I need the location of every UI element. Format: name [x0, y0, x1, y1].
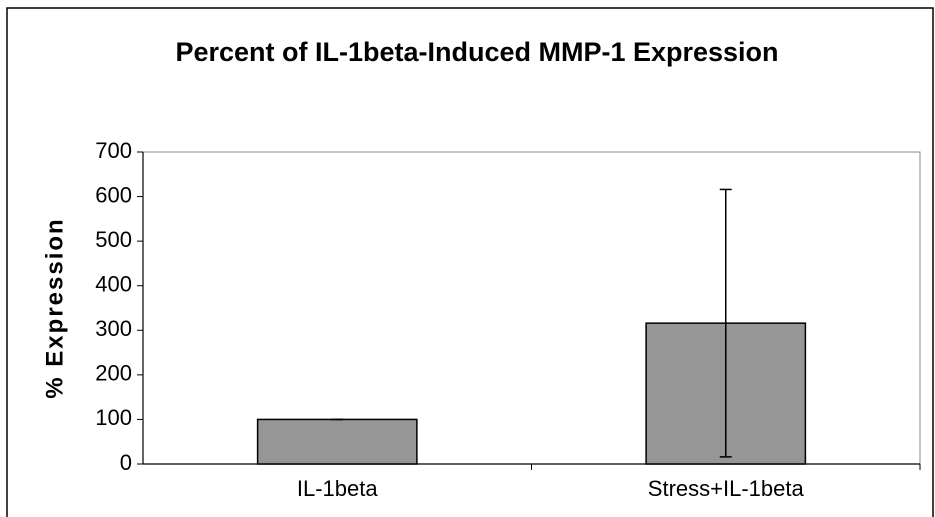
y-tick-label: 0 [120, 450, 132, 475]
y-tick-label: 300 [95, 316, 132, 341]
error-bar [719, 188, 732, 458]
y-axis-label: % Expression [41, 217, 68, 398]
x-tick-label: IL-1beta [297, 476, 378, 501]
y-tick-label: 700 [95, 138, 132, 163]
y-tick-label: 600 [95, 182, 132, 207]
chart-title: Percent of IL-1beta-Induced MMP-1 Expres… [175, 37, 778, 67]
bar [256, 418, 418, 465]
x-tick-label: Stress+IL-1beta [648, 476, 805, 501]
y-tick-label: 200 [95, 361, 132, 386]
y-tick-label: 100 [95, 405, 132, 430]
y-tick-label: 500 [95, 227, 132, 252]
y-tick-label: 400 [95, 272, 132, 297]
